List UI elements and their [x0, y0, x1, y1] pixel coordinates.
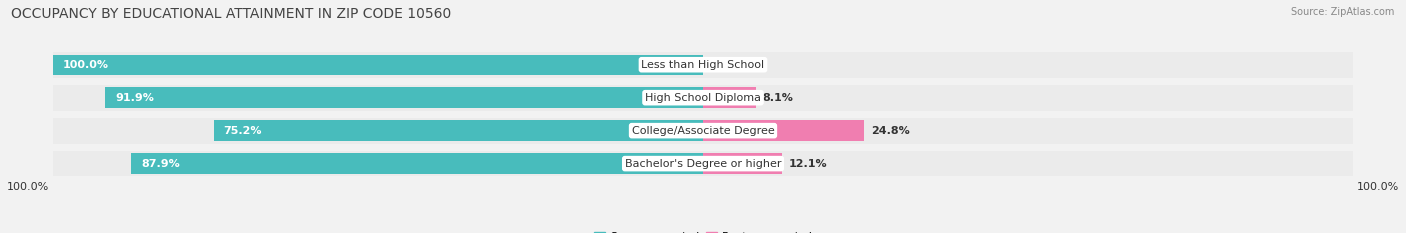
Text: 91.9%: 91.9% — [115, 93, 153, 103]
Text: 75.2%: 75.2% — [224, 126, 262, 136]
Bar — [52, 151, 703, 176]
Text: Bachelor's Degree or higher: Bachelor's Degree or higher — [624, 159, 782, 169]
Text: College/Associate Degree: College/Associate Degree — [631, 126, 775, 136]
Text: 100.0%: 100.0% — [1357, 182, 1399, 192]
Text: 0.0%: 0.0% — [710, 60, 740, 70]
Text: Less than High School: Less than High School — [641, 60, 765, 70]
Legend: Owner-occupied, Renter-occupied: Owner-occupied, Renter-occupied — [589, 227, 817, 233]
Text: 12.1%: 12.1% — [789, 159, 827, 169]
Bar — [703, 52, 1354, 78]
Bar — [105, 87, 703, 108]
Text: 24.8%: 24.8% — [870, 126, 910, 136]
Bar — [703, 87, 755, 108]
Bar — [703, 85, 1354, 110]
Bar — [52, 55, 703, 75]
Text: 87.9%: 87.9% — [141, 159, 180, 169]
Bar — [52, 85, 703, 110]
Bar — [131, 153, 703, 174]
Bar — [52, 52, 703, 78]
Text: 100.0%: 100.0% — [7, 182, 49, 192]
Bar — [703, 153, 782, 174]
Text: OCCUPANCY BY EDUCATIONAL ATTAINMENT IN ZIP CODE 10560: OCCUPANCY BY EDUCATIONAL ATTAINMENT IN Z… — [11, 7, 451, 21]
Text: High School Diploma: High School Diploma — [645, 93, 761, 103]
Text: Source: ZipAtlas.com: Source: ZipAtlas.com — [1291, 7, 1395, 17]
Bar — [703, 118, 1354, 144]
Text: 8.1%: 8.1% — [762, 93, 793, 103]
Bar — [214, 120, 703, 141]
Bar — [52, 118, 703, 144]
Bar — [703, 151, 1354, 176]
Bar — [703, 120, 865, 141]
Text: 100.0%: 100.0% — [62, 60, 108, 70]
